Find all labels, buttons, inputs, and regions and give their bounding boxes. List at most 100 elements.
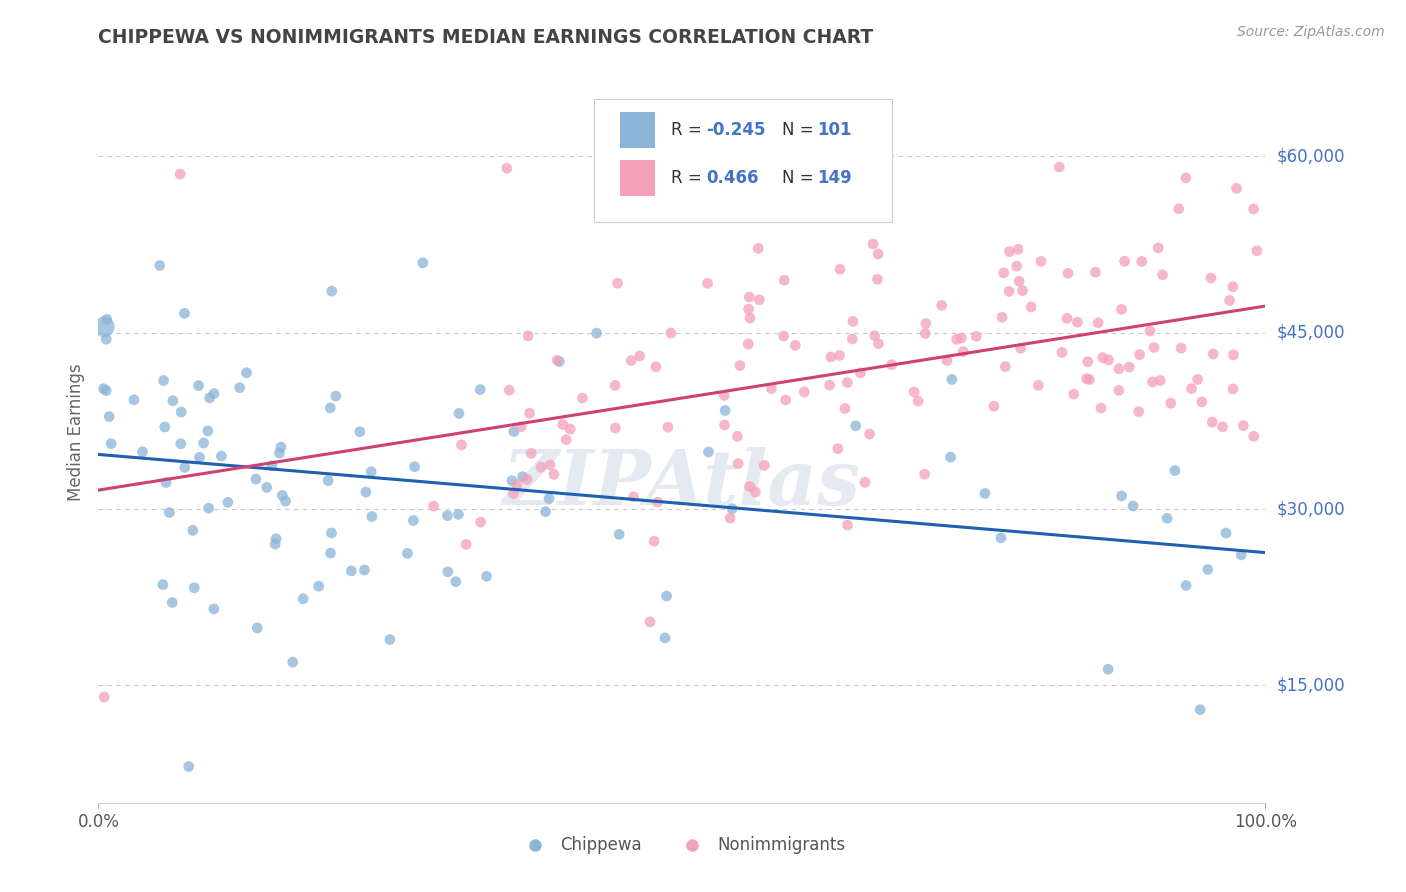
Point — [193, 436, 215, 450]
Point — [818, 378, 841, 392]
Point — [931, 298, 953, 312]
Point — [1191, 395, 1213, 409]
Point — [534, 505, 557, 519]
Point — [990, 531, 1012, 545]
Point — [228, 381, 250, 395]
Point — [502, 425, 524, 439]
Point — [1199, 271, 1222, 285]
Point — [1222, 348, 1244, 362]
FancyBboxPatch shape — [595, 99, 891, 221]
Point — [880, 358, 903, 372]
Point — [939, 450, 962, 464]
Point — [620, 353, 643, 368]
Text: 149: 149 — [817, 169, 852, 187]
Point — [914, 467, 936, 482]
Point — [1222, 279, 1244, 293]
Point — [93, 690, 115, 704]
Point — [245, 472, 267, 486]
Text: N =: N = — [782, 120, 820, 139]
Point — [1243, 202, 1265, 216]
Point — [447, 406, 470, 420]
Point — [555, 433, 578, 447]
Point — [560, 422, 582, 436]
Point — [1047, 160, 1070, 174]
Point — [1167, 202, 1189, 216]
Point — [1230, 548, 1253, 562]
Point — [1008, 274, 1031, 288]
Point — [1225, 181, 1247, 195]
Point — [744, 485, 766, 500]
Point — [1201, 415, 1223, 429]
Point — [353, 563, 375, 577]
Text: R =: R = — [672, 120, 707, 139]
Point — [152, 577, 174, 591]
Point — [1097, 662, 1119, 676]
Point — [647, 495, 669, 509]
Point — [842, 314, 865, 328]
Point — [785, 338, 807, 352]
Point — [828, 262, 851, 277]
Point — [93, 382, 115, 396]
Point — [1149, 373, 1171, 387]
Point — [93, 319, 115, 334]
Text: $15,000: $15,000 — [1277, 676, 1346, 694]
Point — [721, 501, 744, 516]
Point — [1130, 254, 1153, 268]
Point — [1111, 489, 1133, 503]
Point — [1118, 360, 1140, 375]
Point — [993, 266, 1015, 280]
Point — [866, 272, 889, 286]
Point — [538, 491, 561, 506]
Point — [100, 436, 122, 450]
Point — [827, 442, 849, 456]
Point — [1028, 378, 1050, 392]
Point — [170, 437, 193, 451]
Point — [952, 344, 974, 359]
Point — [1180, 382, 1202, 396]
Point — [197, 501, 219, 516]
Point — [149, 259, 172, 273]
Point — [1076, 372, 1098, 386]
Point — [643, 534, 665, 549]
Point — [697, 445, 720, 459]
Point — [153, 420, 176, 434]
Point — [519, 406, 541, 420]
Point — [96, 384, 118, 398]
Point — [260, 458, 283, 473]
Point — [157, 506, 180, 520]
Point — [360, 465, 382, 479]
Point — [470, 515, 492, 529]
Point — [1152, 268, 1174, 282]
Point — [1056, 311, 1078, 326]
Point — [991, 310, 1014, 325]
Point — [737, 302, 759, 317]
Point — [173, 460, 195, 475]
Point — [1187, 372, 1209, 386]
Point — [837, 518, 859, 533]
Point — [498, 383, 520, 397]
Point — [738, 479, 761, 493]
Point — [340, 564, 363, 578]
Point — [360, 509, 382, 524]
Point — [1222, 382, 1244, 396]
Point — [325, 389, 347, 403]
Point — [1243, 429, 1265, 443]
Point — [775, 392, 797, 407]
Point — [160, 595, 183, 609]
Point — [396, 546, 419, 560]
Point — [1108, 361, 1130, 376]
Point — [177, 759, 200, 773]
Point — [1114, 254, 1136, 268]
Point — [1139, 324, 1161, 338]
Point — [998, 285, 1021, 299]
Point — [1219, 293, 1241, 308]
Point — [96, 332, 118, 346]
Point — [1007, 242, 1029, 256]
Point — [1091, 351, 1114, 365]
Point — [761, 382, 783, 396]
Point — [198, 391, 221, 405]
Point — [264, 532, 287, 546]
Point — [1087, 316, 1109, 330]
Point — [321, 284, 343, 298]
Point — [845, 418, 868, 433]
